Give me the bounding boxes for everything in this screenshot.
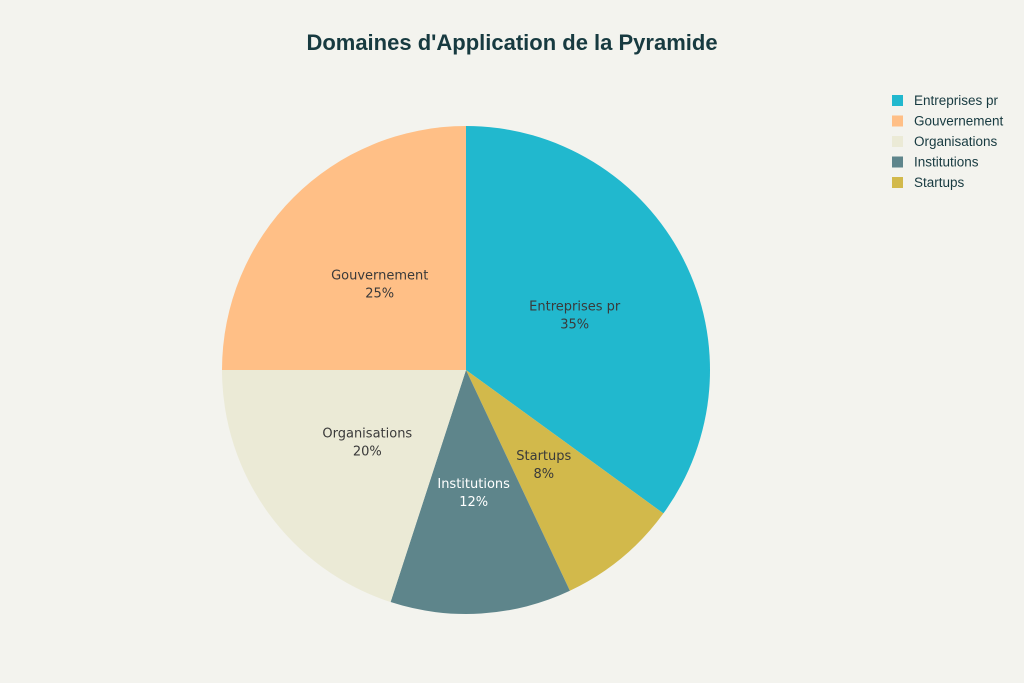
slice-value-startups: 8%	[533, 467, 554, 482]
legend-swatch-institutions[interactable]	[892, 156, 903, 168]
legend-swatch-entreprises-pr[interactable]	[892, 95, 903, 106]
slice-label-organisations: Organisations	[322, 427, 412, 442]
legend-swatch-startups[interactable]	[892, 177, 903, 188]
chart-title: Domaines d'Application de la Pyramide	[306, 30, 717, 55]
legend-label-gouvernement[interactable]: Gouvernement	[914, 114, 1004, 129]
slice-label-institutions: Institutions	[437, 477, 510, 492]
legend-label-organisations[interactable]: Organisations	[914, 134, 998, 149]
slice-label-gouvernement: Gouvernement	[331, 269, 428, 284]
pie-slice-organisations	[222, 370, 466, 603]
legend-swatch-organisations[interactable]	[892, 136, 903, 147]
legend-label-entreprises-pr[interactable]: Entreprises pr	[914, 93, 999, 108]
legend: Entreprises pr Gouvernement Organisations I…	[892, 93, 1004, 190]
pie-slices	[222, 126, 710, 614]
pie-slice-institutions	[390, 370, 570, 614]
slice-label-startups: Startups	[516, 449, 571, 464]
pie-slice-labels: Entreprises pr 35% Startups 8% Institutions 1…	[322, 269, 621, 510]
pie-slice-startups	[466, 370, 664, 591]
slice-value-gouvernement: 25%	[365, 287, 394, 302]
slice-value-entreprises-pr: 35%	[560, 318, 589, 333]
pie-slice-entreprises-pr	[466, 126, 710, 514]
slice-value-institutions: 12%	[459, 495, 488, 510]
pie-slice-gouvernement	[222, 126, 466, 370]
legend-label-startups[interactable]: Startups	[914, 175, 965, 190]
slice-label-entreprises-pr: Entreprises pr	[529, 300, 621, 315]
legend-swatch-gouvernement[interactable]	[892, 115, 903, 127]
legend-label-institutions[interactable]: Institutions	[914, 155, 979, 170]
slice-value-organisations: 20%	[353, 445, 382, 460]
